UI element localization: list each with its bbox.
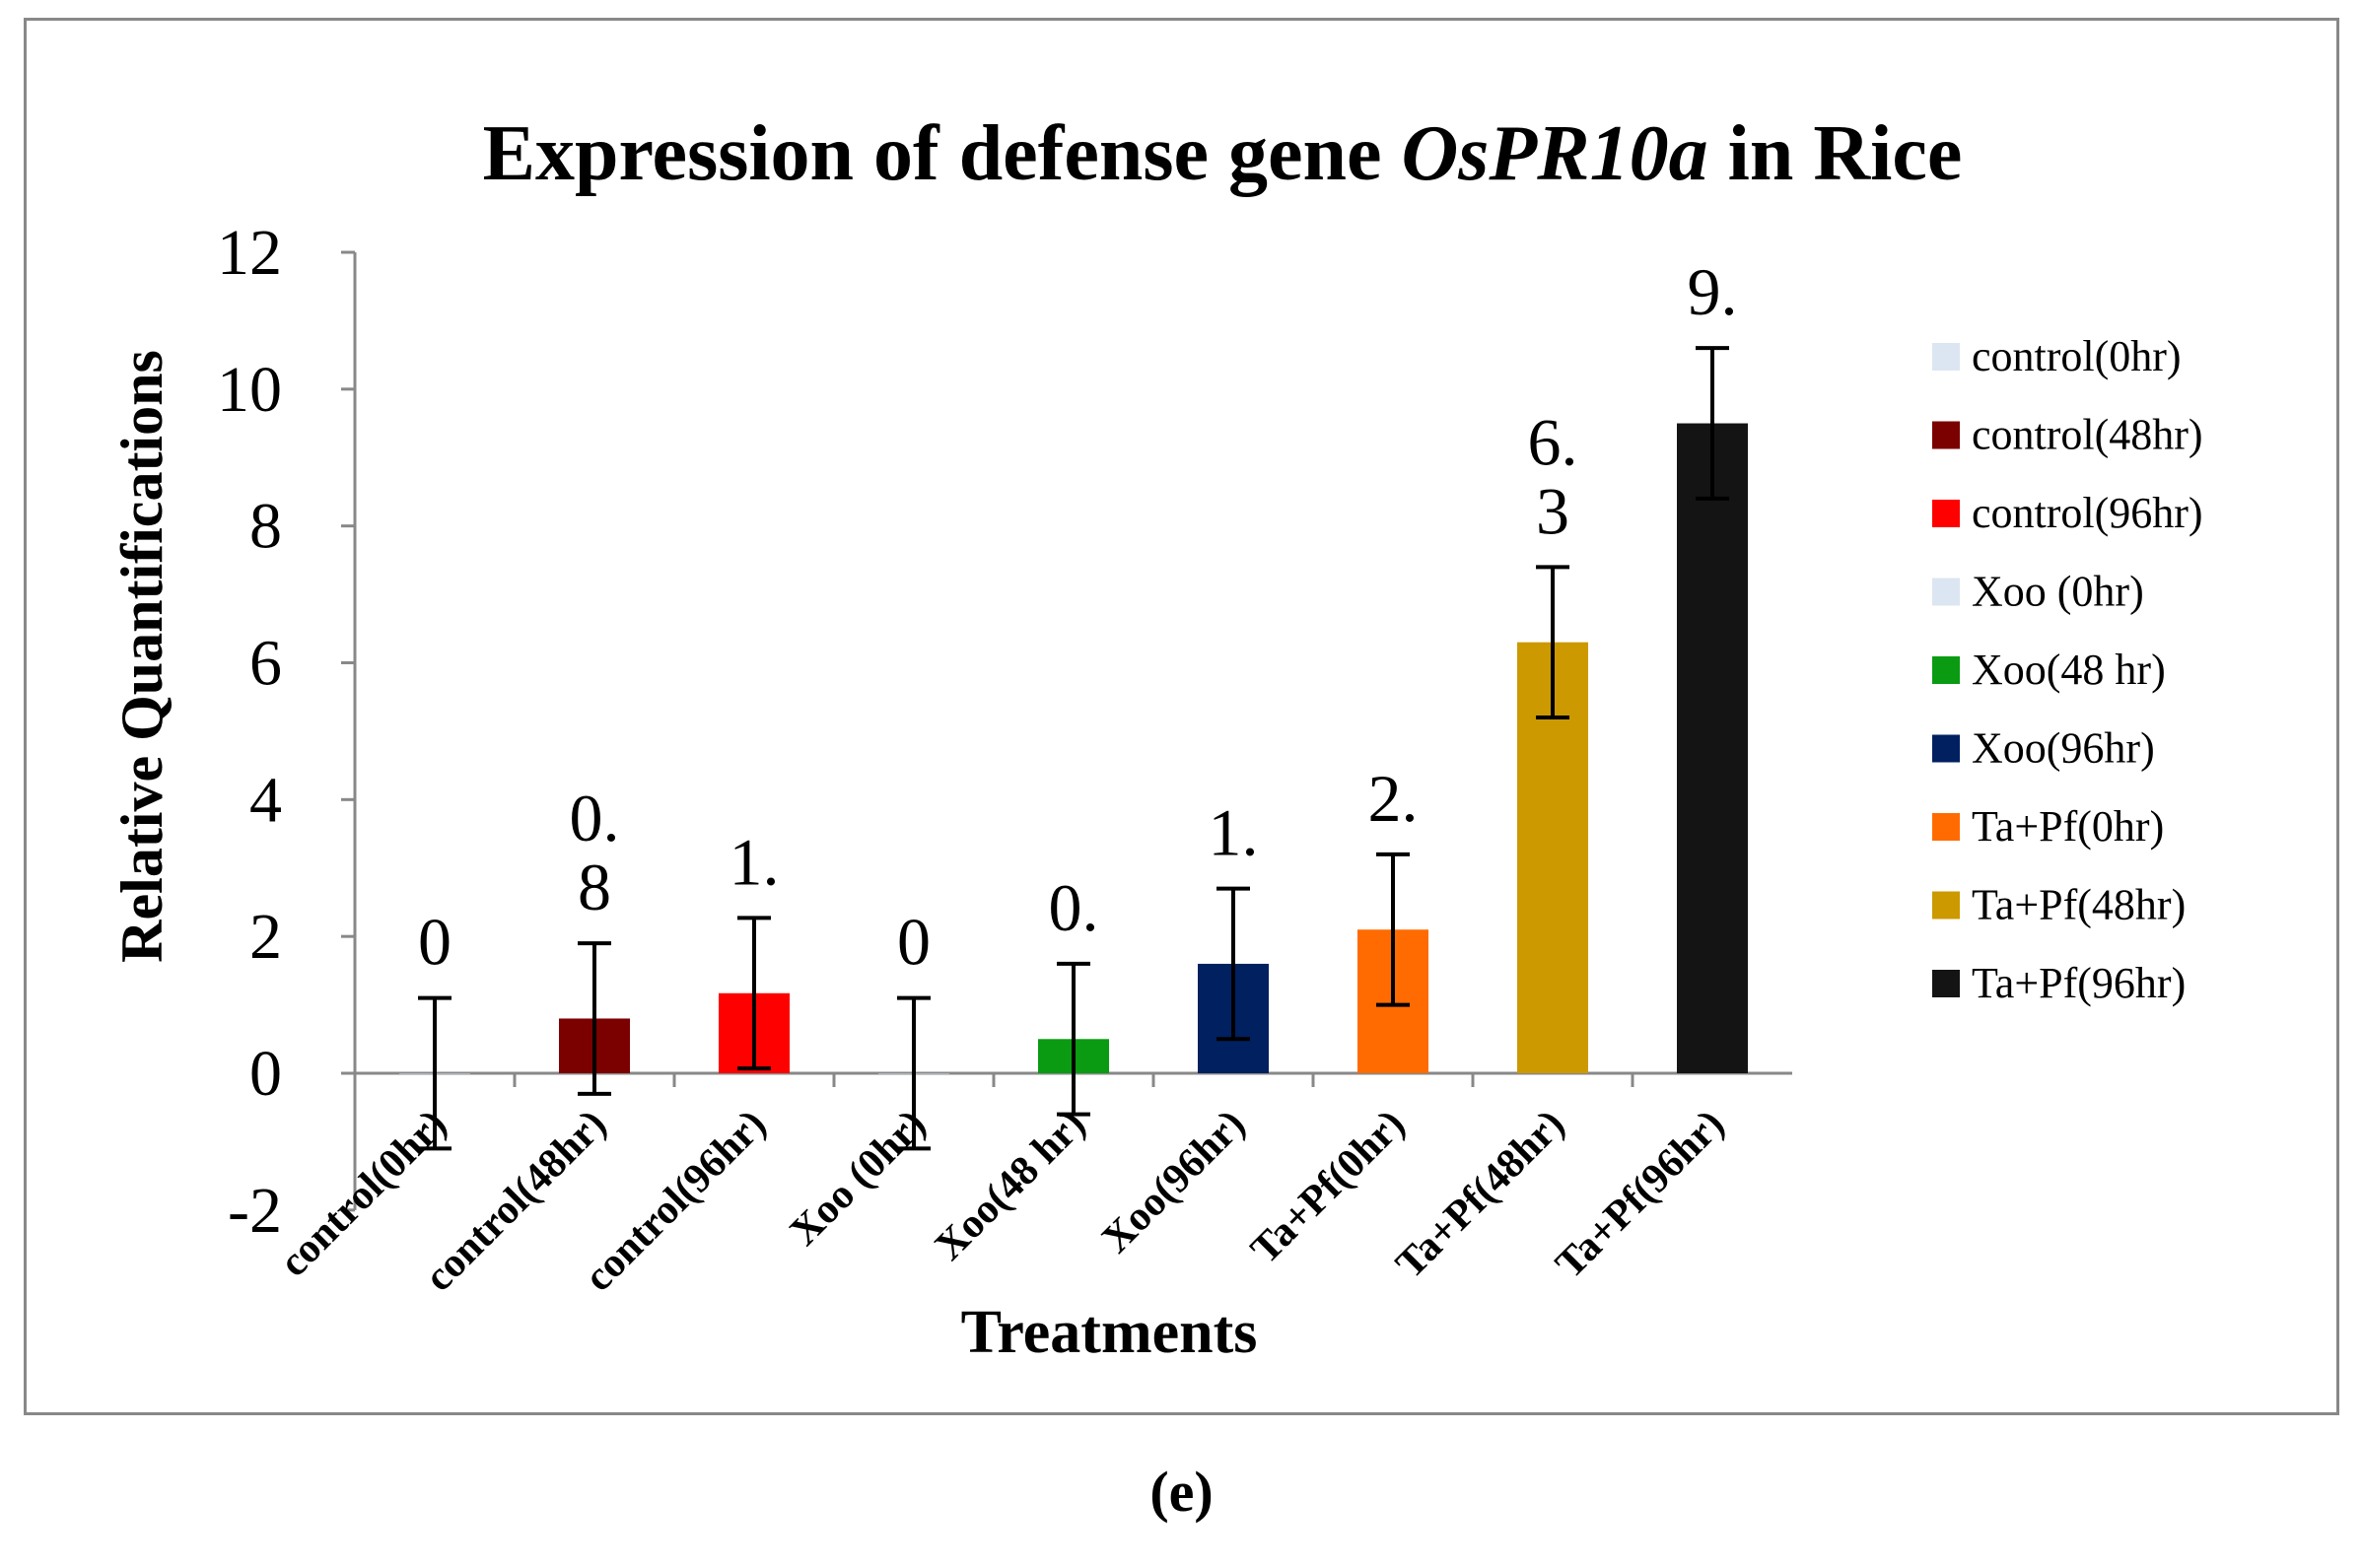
legend-label: Xoo (0hr) (1972, 568, 2144, 616)
y-tick-label: 10 (217, 354, 282, 426)
legend-label: Xoo(96hr) (1972, 724, 2155, 773)
chart-title-gene: OsPR10a (1401, 110, 1707, 197)
data-label: 9. (1688, 254, 1738, 329)
bar-chart: Expression of defense gene OsPR10a in Ri… (109, 110, 2203, 1366)
x-tick-label: Ta+Pf(48hr) (1387, 1102, 1573, 1288)
legend-label: Ta+Pf(48hr) (1972, 881, 2186, 929)
y-tick-label: 4 (249, 764, 282, 836)
y-tick-label: 12 (217, 217, 282, 289)
data-label: 0 (897, 905, 931, 980)
data-label: 8 (578, 850, 611, 924)
x-axis-title: Treatments (961, 1299, 1258, 1366)
x-tick-label: Ta+Pf(0hr) (1242, 1102, 1414, 1273)
legend-swatch (1932, 421, 1960, 449)
chart-title-prefix: Expression of defense gene (483, 110, 1402, 197)
legend-label: control(48hr) (1972, 411, 2203, 459)
legend-label: Ta+Pf(96hr) (1972, 959, 2186, 1007)
y-tick-label: 6 (249, 628, 282, 700)
legend-swatch (1932, 656, 1960, 684)
legend-label: control(96hr) (1972, 489, 2203, 537)
chart-frame (24, 18, 2339, 1415)
legend-swatch (1932, 578, 1960, 606)
data-label: 1. (1209, 795, 1259, 870)
legend-swatch (1932, 734, 1960, 763)
legend-swatch (1932, 343, 1960, 371)
y-tick-label: 0 (249, 1038, 282, 1110)
x-tick-label: Ta+Pf(96hr) (1547, 1102, 1733, 1288)
chart-title-suffix: in Rice (1708, 110, 1963, 197)
legend-swatch (1932, 813, 1960, 841)
data-label: 0 (418, 905, 452, 980)
data-label: 3 (1536, 473, 1569, 548)
bar (1677, 423, 1748, 1074)
y-tick-label: 2 (249, 901, 282, 973)
x-tick-label: Xoo(48 hr) (927, 1102, 1094, 1269)
chart-title: Expression of defense gene OsPR10a in Ri… (483, 110, 1963, 197)
legend-swatch (1932, 891, 1960, 920)
y-axis-title: Relative Quantifications (109, 350, 174, 963)
legend-label: Ta+Pf(0hr) (1972, 802, 2164, 851)
data-label: 6. (1528, 404, 1578, 479)
x-tick-label: Xoo(96hr) (1093, 1102, 1254, 1262)
legend-label: control(0hr) (1972, 332, 2182, 380)
figure-caption: (e) (1149, 1460, 1214, 1524)
x-tick-label: Xoo (0hr) (782, 1102, 935, 1255)
y-tick-label: -2 (228, 1175, 282, 1247)
data-label: 0. (1049, 870, 1099, 945)
legend-swatch (1932, 500, 1960, 527)
legend-label: Xoo(48 hr) (1972, 646, 2166, 694)
y-tick-label: 8 (249, 491, 282, 563)
data-label: 0. (570, 781, 620, 855)
legend-swatch (1932, 970, 1960, 997)
data-label: 1. (730, 824, 780, 899)
data-label: 2. (1368, 761, 1419, 836)
